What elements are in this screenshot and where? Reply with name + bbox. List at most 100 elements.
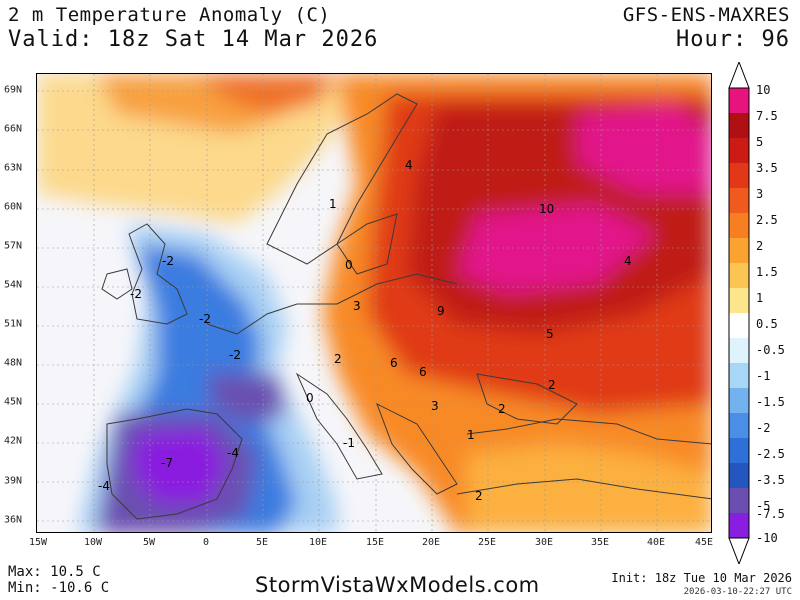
lon-label: 5E xyxy=(255,537,269,548)
lon-label: 45E xyxy=(694,537,714,548)
forecast-hour: Hour: 96 xyxy=(676,27,790,52)
contour-label: 5 xyxy=(546,327,554,341)
map-canvas: 4 1 0 10 4 -2 -2 -2 3 9 5 -2 2 6 6 0 2 3… xyxy=(37,74,711,532)
lon-label: 20E xyxy=(421,537,441,548)
colorbar-label: 3 xyxy=(756,187,764,201)
contour-label: -1 xyxy=(343,436,355,450)
generation-stamp: 2026-03-10-22:27 UTC xyxy=(683,587,792,597)
colorbar-swatch xyxy=(729,238,749,264)
colorbar-swatch xyxy=(729,163,749,189)
anomaly-field xyxy=(37,74,711,532)
contour-label: 2 xyxy=(498,402,506,416)
colorbar-bottom-arrow xyxy=(728,537,750,564)
contour-label: 1 xyxy=(329,197,337,211)
lon-label: 5W xyxy=(142,537,156,548)
contour-label: 6 xyxy=(390,356,398,370)
colorbar-swatch xyxy=(729,438,749,464)
colorbar-label: 10 xyxy=(756,83,771,97)
contour-label: 2 xyxy=(548,378,556,392)
lat-label: 63N xyxy=(4,162,23,174)
colorbar-label: 1 xyxy=(756,291,764,305)
colorbar-swatch xyxy=(729,138,749,164)
colorbar-swatch xyxy=(729,488,749,514)
contour-label: -4 xyxy=(227,446,239,460)
contour-label: -7 xyxy=(161,456,173,470)
colorbar-label: 5 xyxy=(756,135,764,149)
contour-label: -2 xyxy=(199,312,211,326)
colorbar-swatch xyxy=(729,213,749,239)
colorbar-label: -3.5 xyxy=(756,473,785,487)
colorbar-label: -2.5 xyxy=(756,447,785,461)
lon-label: 40E xyxy=(646,537,666,548)
colorbar-label: -7.5 xyxy=(756,507,785,521)
colorbar-swatch xyxy=(729,413,749,439)
contour-label: 1 xyxy=(467,428,475,442)
contour-label: 3 xyxy=(431,399,439,413)
lat-label: 69N xyxy=(4,84,23,96)
colorbar-swatch xyxy=(729,188,749,214)
lat-label: 51N xyxy=(4,318,23,330)
lon-label: 25E xyxy=(477,537,497,548)
lat-label: 36N xyxy=(4,514,23,526)
valid-time: Valid: 18z Sat 14 Mar 2026 xyxy=(8,27,379,52)
lon-label: 30E xyxy=(534,537,554,548)
colorbar-label: 2.5 xyxy=(756,213,778,227)
colorbar-swatch xyxy=(729,263,749,289)
colorbar-label: 7.5 xyxy=(756,109,778,123)
colorbar-swatch xyxy=(729,313,749,339)
colorbar-label: 1.5 xyxy=(756,265,778,279)
colorbar-label: -1 xyxy=(756,369,771,383)
contour-label: 10 xyxy=(539,202,554,216)
lat-label: 66N xyxy=(4,123,23,135)
contour-label: 9 xyxy=(437,304,445,318)
coastlines xyxy=(101,93,711,520)
lat-label: 42N xyxy=(4,435,23,447)
colorbar-label: -1.5 xyxy=(756,395,785,409)
max-value: Max: 10.5 C xyxy=(8,564,101,580)
contour-label: 4 xyxy=(624,254,632,268)
colorbar-swatch xyxy=(729,338,749,364)
contour-label: -2 xyxy=(130,287,142,301)
contour-label: 0 xyxy=(345,258,353,272)
lon-label: 15W xyxy=(28,537,48,548)
contour-label: 2 xyxy=(334,352,342,366)
contour-label: 6 xyxy=(419,365,427,379)
colorbar-swatch xyxy=(729,113,749,139)
colorbar-swatch xyxy=(729,463,749,489)
graticule xyxy=(37,74,711,532)
colorbar-swatch xyxy=(729,388,749,414)
lat-label: 45N xyxy=(4,396,23,408)
lat-label: 57N xyxy=(4,240,23,252)
lon-label: 15E xyxy=(365,537,385,548)
contour-label: 4 xyxy=(405,158,413,172)
lat-label: 39N xyxy=(4,475,23,487)
anomaly-map: 4 1 0 10 4 -2 -2 -2 3 9 5 -2 2 6 6 0 2 3… xyxy=(36,73,712,533)
lon-label: 10E xyxy=(308,537,328,548)
contour-label: 0 xyxy=(306,391,314,405)
contour-label: -4 xyxy=(98,479,110,493)
model-name: GFS-ENS-MAXRES xyxy=(622,4,790,26)
lon-label: 10W xyxy=(83,537,103,548)
colorbar-swatch xyxy=(729,363,749,389)
lat-label: 54N xyxy=(4,279,23,291)
lon-label: 0 xyxy=(202,537,210,548)
brand-text: StormVistaWxModels.com xyxy=(255,573,540,597)
colorbar-label: -2 xyxy=(756,421,771,435)
lat-label: 48N xyxy=(4,357,23,369)
colorbar-swatches xyxy=(728,87,750,539)
colorbar-swatch xyxy=(729,513,749,539)
colorbar-label: 3.5 xyxy=(756,161,778,175)
map-title: 2 m Temperature Anomaly (C) xyxy=(8,4,331,26)
lat-label: 60N xyxy=(4,201,23,213)
colorbar-swatch xyxy=(729,88,749,114)
contour-label: 3 xyxy=(353,299,361,313)
colorbar-label: -5 xyxy=(756,499,771,513)
init-time: Init: 18z Tue 10 Mar 2026 xyxy=(611,571,792,585)
colorbar-label: 2 xyxy=(756,239,764,253)
contour-label: -2 xyxy=(229,348,241,362)
colorbar-label: 0.5 xyxy=(756,317,778,331)
contour-label: 2 xyxy=(475,489,483,503)
min-value: Min: -10.6 C xyxy=(8,580,110,596)
colorbar-swatch xyxy=(729,288,749,314)
contour-label: -2 xyxy=(162,254,174,268)
